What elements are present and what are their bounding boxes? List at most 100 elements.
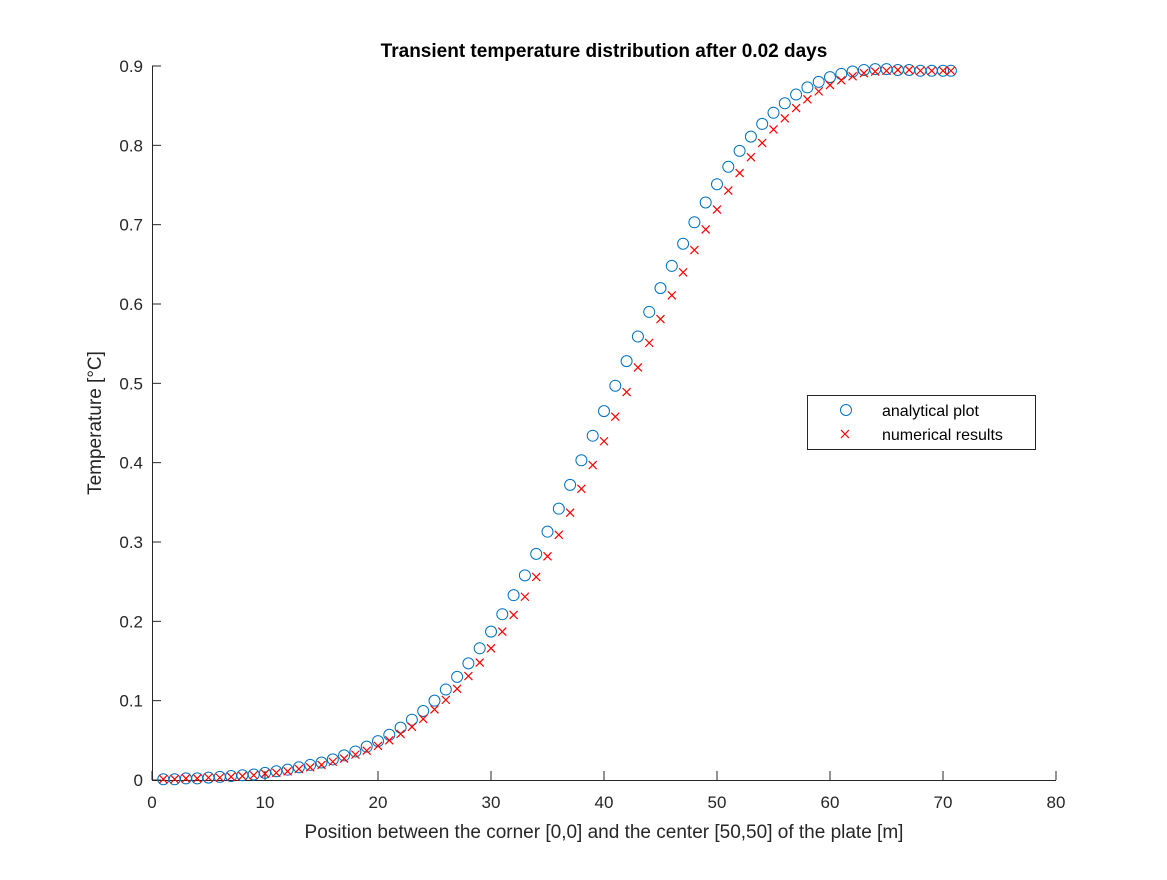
chart-title: Transient temperature distribution after… [381, 41, 828, 62]
legend-marker-numerical [840, 429, 850, 439]
y-tick-label: 0.3 [119, 533, 143, 552]
analytical-point [552, 502, 565, 515]
numerical-point [780, 113, 790, 123]
analytical-point [598, 405, 610, 418]
analytical-point [756, 117, 769, 130]
analytical-point [428, 694, 441, 707]
numerical-point [870, 67, 880, 76]
analytical-point [688, 216, 701, 229]
analytical-point [824, 71, 836, 84]
analytical-point [247, 768, 260, 781]
y-tick-label: 0.8 [119, 136, 143, 155]
numerical-point [271, 768, 281, 778]
numerical-point [452, 684, 462, 694]
numerical-point [384, 735, 394, 745]
analytical-point [326, 753, 339, 766]
analytical-point [778, 97, 791, 110]
numerical-point [475, 658, 485, 668]
analytical-point [473, 642, 486, 655]
numerical-point [802, 94, 812, 104]
analytical-point [507, 589, 520, 602]
y-axis-label: Temperature [°C] [85, 351, 106, 495]
numerical-point [622, 387, 632, 397]
numerical-point [441, 695, 451, 705]
numerical-point [576, 484, 586, 494]
numerical-point [520, 592, 530, 602]
analytical-point [564, 478, 577, 491]
legend-label-analytical: analytical plot [882, 403, 980, 420]
x-tick-label: 0 [147, 793, 156, 812]
x-tick-label: 60 [821, 793, 840, 812]
analytical-point [541, 525, 554, 538]
numerical-point [848, 71, 858, 81]
analytical-point [937, 64, 949, 77]
legend: analytical plot numerical results [807, 395, 1036, 450]
numerical-point [825, 80, 835, 90]
numerical-point [882, 66, 891, 76]
numerical-point [565, 508, 575, 518]
x-tick-label: 50 [708, 793, 727, 812]
analytical-point [790, 88, 803, 101]
numerical-point [893, 65, 903, 75]
numerical-point [486, 643, 496, 653]
numerical-point [746, 152, 756, 162]
numerical-point [904, 65, 914, 75]
analytical-point [530, 547, 543, 560]
numerical-point [599, 436, 609, 446]
analytical-point [270, 765, 283, 778]
numerical-point [260, 769, 270, 779]
analytical-point [575, 454, 588, 467]
numerical-point [927, 66, 937, 76]
numerical-point [192, 773, 202, 783]
x-axis-label: Position between the corner [0,0] and th… [305, 822, 904, 843]
x-axis-ticks: 0 10 20 30 40 50 60 70 80 [147, 771, 1065, 812]
analytical-point [609, 379, 622, 392]
numerical-point [689, 245, 699, 255]
numerical-point [712, 205, 722, 215]
analytical-point [677, 237, 690, 250]
x-tick-label: 70 [934, 793, 953, 812]
analytical-point [462, 657, 475, 670]
numerical-point [610, 412, 620, 422]
numerical-point [418, 714, 428, 724]
analytical-point [665, 259, 678, 272]
numerical-point [946, 66, 956, 76]
numerical-point [204, 773, 213, 783]
y-tick-label: 0.6 [119, 295, 143, 314]
numerical-point [181, 773, 191, 783]
analytical-point [259, 766, 271, 779]
numerical-point [633, 363, 643, 372]
y-tick-label: 0.5 [119, 374, 143, 393]
analytical-point [744, 130, 757, 143]
analytical-point [349, 745, 362, 758]
analytical-point [722, 160, 735, 173]
analytical-point [304, 758, 317, 771]
analytical-point [643, 305, 656, 318]
analytical-point [360, 740, 373, 753]
numerical-point [588, 460, 598, 470]
numerical-point [644, 338, 654, 348]
analytical-point [801, 81, 814, 94]
analytical-point [485, 625, 497, 638]
numerical-point [757, 138, 767, 148]
y-tick-label: 0.1 [119, 692, 143, 711]
numerical-point [226, 772, 236, 782]
numerical-point [509, 610, 519, 620]
analytical-point [631, 330, 644, 343]
series-numerical-results [158, 65, 956, 784]
y-tick-label: 0.9 [119, 57, 143, 76]
analytical-point [417, 704, 430, 717]
numerical-point [158, 774, 168, 784]
numerical-point [430, 704, 439, 714]
analytical-point [292, 761, 305, 774]
analytical-point [518, 569, 531, 582]
numerical-point [915, 66, 925, 76]
numerical-point [701, 225, 711, 234]
analytical-point [496, 608, 509, 621]
numerical-point [350, 750, 360, 760]
numerical-point [859, 68, 869, 78]
legend-label-numerical: numerical results [882, 427, 1003, 444]
series-analytical-plot [157, 63, 957, 786]
